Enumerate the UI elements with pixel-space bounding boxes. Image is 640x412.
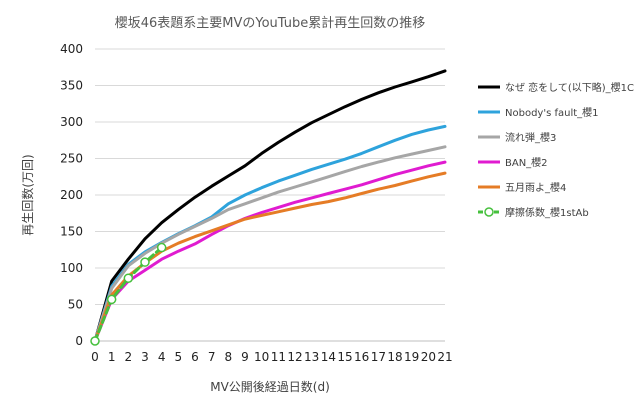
legend-label: BAN_櫻2 bbox=[505, 156, 548, 169]
series-line bbox=[93, 145, 447, 343]
x-tick-label: 14 bbox=[321, 350, 336, 364]
x-tick-labels: 0 1 2 3 4 5 6 7 8 9 10 11 12 13 14 15 16 17 18 19 20 21 bbox=[91, 350, 452, 364]
legend-label: 摩擦係数_櫻1stAb bbox=[505, 206, 589, 219]
x-tick-label: 0 bbox=[91, 350, 99, 364]
series-line bbox=[93, 160, 447, 343]
y-tick-label: 300 bbox=[60, 115, 83, 129]
x-tick-label: 17 bbox=[371, 350, 386, 364]
x-tick-label: 6 bbox=[191, 350, 199, 364]
x-tick-label: 5 bbox=[175, 350, 183, 364]
data-point bbox=[106, 294, 117, 305]
x-tick-label: 10 bbox=[254, 350, 269, 364]
series-line bbox=[93, 69, 447, 343]
y-tick-label: 350 bbox=[60, 79, 83, 93]
x-tick-label: 8 bbox=[225, 350, 233, 364]
x-tick-label: 19 bbox=[404, 350, 419, 364]
x-tick-label: 12 bbox=[287, 350, 302, 364]
y-tick-label: 50 bbox=[68, 298, 83, 312]
y-tick-label: 200 bbox=[60, 188, 83, 202]
x-tick-label: 21 bbox=[437, 350, 452, 364]
y-tick-label: 150 bbox=[60, 225, 83, 239]
x-axis-title: MV公開後経過日数(d) bbox=[210, 379, 330, 394]
legend-marker bbox=[484, 207, 494, 217]
legend-label: なぜ 恋をして(以下略)_櫻1C bbox=[505, 81, 634, 94]
x-tick-label: 11 bbox=[271, 350, 286, 364]
y-tick-label: 400 bbox=[60, 42, 83, 56]
data-point bbox=[140, 257, 150, 267]
y-tick-label: 100 bbox=[60, 261, 83, 275]
chart-title: 櫻坂46表題系主要MVのYouTube累計再生回数の推移 bbox=[115, 15, 426, 31]
data-point bbox=[123, 273, 134, 283]
x-tick-label: 7 bbox=[208, 350, 216, 364]
x-tick-label: 3 bbox=[141, 350, 149, 364]
y-tick-label: 0 bbox=[75, 334, 83, 348]
x-tick-label: 18 bbox=[387, 350, 402, 364]
series-lines bbox=[90, 69, 447, 346]
y-tick-label: 250 bbox=[60, 152, 83, 166]
x-tick-label: 20 bbox=[421, 350, 436, 364]
series-line bbox=[93, 171, 447, 343]
x-tick-label: 16 bbox=[354, 350, 369, 364]
x-tick-label: 2 bbox=[125, 350, 133, 364]
y-axis-title: 再生回数(万回) bbox=[20, 154, 35, 235]
y-tick-labels: 0 50 100 150 200 250 300 350 400 bbox=[60, 42, 83, 348]
legend-label: Nobody's fault_櫻1 bbox=[505, 106, 599, 119]
legend-label: 流れ弾_櫻3 bbox=[505, 131, 556, 144]
x-tick-label: 15 bbox=[337, 350, 352, 364]
data-point bbox=[156, 242, 167, 253]
data-point bbox=[90, 336, 100, 346]
x-tick-label: 4 bbox=[158, 350, 166, 364]
x-tick-label: 1 bbox=[108, 350, 116, 364]
legend: なぜ 恋をして(以下略)_櫻1C Nobody's fault_櫻1 流れ弾_櫻3 B… bbox=[478, 81, 634, 219]
x-tick-label: 9 bbox=[241, 350, 249, 364]
legend-label: 五月雨よ_櫻4 bbox=[505, 181, 566, 194]
x-tick-label: 13 bbox=[304, 350, 319, 364]
